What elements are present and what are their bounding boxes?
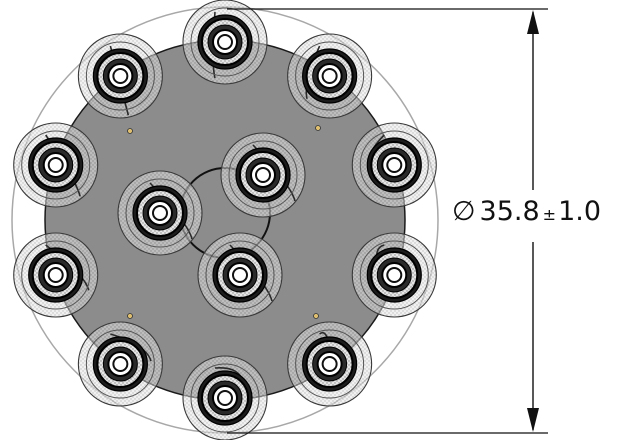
- diameter-dimension-label: ∅ 35.8 ± 1.0: [452, 196, 601, 227]
- outer-connector: [287, 321, 373, 407]
- connector-pin: [217, 390, 233, 406]
- dimension-arrow-bottom: [527, 408, 539, 432]
- outer-connector: [351, 232, 437, 318]
- outer-connector: [77, 33, 163, 119]
- outer-connector: [77, 321, 163, 407]
- inner-connector: [220, 132, 306, 218]
- outer-connector: [182, 355, 268, 440]
- connector-pin: [112, 356, 129, 373]
- connector-pin: [112, 67, 129, 84]
- outer-connector: [182, 0, 268, 85]
- flange-inner-ring: [21, 240, 91, 310]
- flange-inner-ring: [295, 41, 365, 111]
- dimension-tolerance: 1.0: [558, 196, 602, 227]
- marker-dot: [127, 128, 133, 134]
- connector-pin: [217, 34, 233, 50]
- inner-connector: [197, 232, 283, 318]
- flange-inner-ring: [125, 178, 195, 248]
- flange-inner-ring: [21, 130, 91, 200]
- flange-inner-ring: [85, 41, 155, 111]
- connector-pin: [232, 267, 248, 283]
- connector-pin: [386, 156, 403, 173]
- flange-inner-ring: [190, 7, 260, 77]
- marker-dot: [313, 313, 319, 319]
- flange-inner-ring: [295, 329, 365, 399]
- diameter-symbol: ∅: [452, 196, 476, 227]
- connector-pin: [47, 267, 64, 284]
- outer-connector: [351, 122, 437, 208]
- connector-pin: [47, 156, 64, 173]
- connector-pin: [386, 267, 403, 284]
- connector-pin: [321, 67, 338, 84]
- flange-inner-ring: [359, 240, 429, 310]
- flange-inner-ring: [228, 140, 298, 210]
- dimension-arrow-top: [527, 10, 539, 34]
- flange-inner-ring: [190, 363, 260, 433]
- inner-connector: [117, 170, 203, 256]
- flange-inner-ring: [359, 130, 429, 200]
- flange-inner-ring: [205, 240, 275, 310]
- connector-pin: [255, 167, 271, 183]
- plus-minus-symbol: ±: [542, 205, 557, 224]
- outer-connector: [13, 122, 99, 208]
- flange-inner-ring: [85, 329, 155, 399]
- marker-dot: [127, 313, 133, 319]
- marker-dot: [315, 125, 321, 131]
- dimension-value: 35.8: [479, 196, 540, 227]
- connector-group: [13, 0, 437, 440]
- outer-connector: [13, 232, 99, 318]
- connector-pin: [152, 205, 168, 221]
- connector-pin: [321, 356, 338, 373]
- outer-connector: [287, 33, 373, 119]
